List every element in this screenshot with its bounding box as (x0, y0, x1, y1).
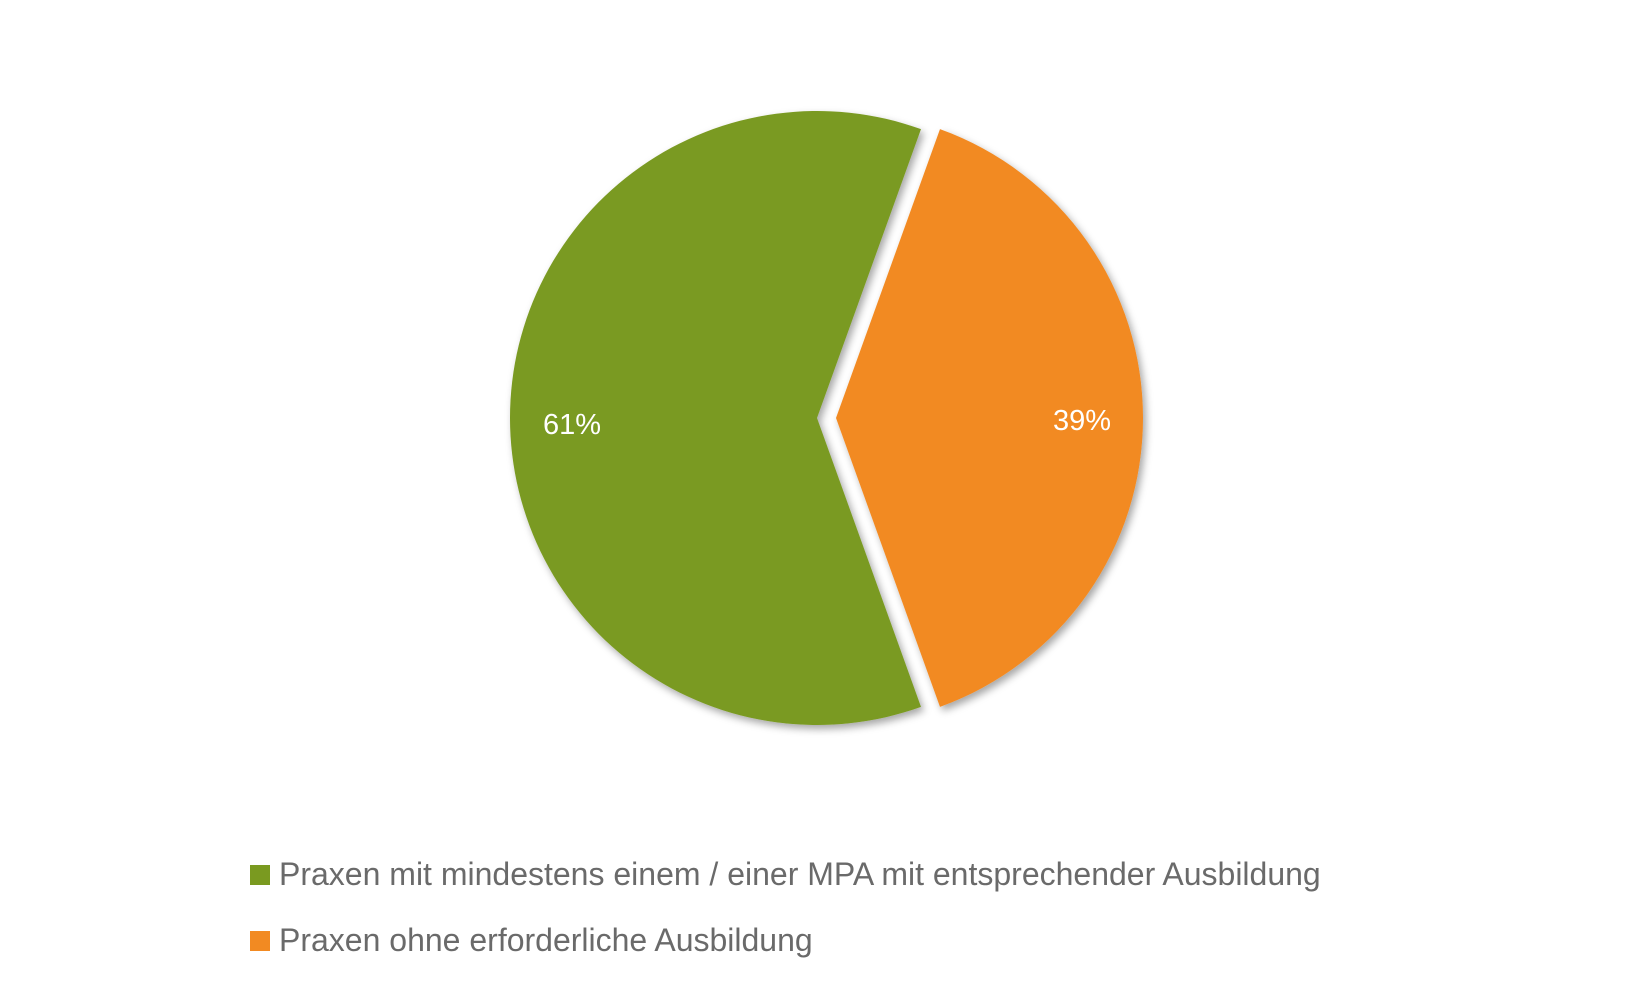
legend-item-1: Praxen ohne erforderliche Ausbildung (250, 922, 813, 959)
slice-label-1: 39% (1053, 405, 1111, 437)
legend-item-0: Praxen mit mindestens einem / einer MPA … (250, 856, 1321, 893)
legend-label-0: Praxen mit mindestens einem / einer MPA … (279, 856, 1321, 892)
legend-label-1: Praxen ohne erforderliche Ausbildung (279, 922, 813, 958)
legend-swatch-green (250, 864, 270, 885)
pie-slice-1 (836, 129, 1143, 707)
legend-swatch-orange (250, 930, 270, 951)
pie-slice-0 (509, 110, 921, 726)
slice-label-0: 61% (543, 409, 601, 441)
